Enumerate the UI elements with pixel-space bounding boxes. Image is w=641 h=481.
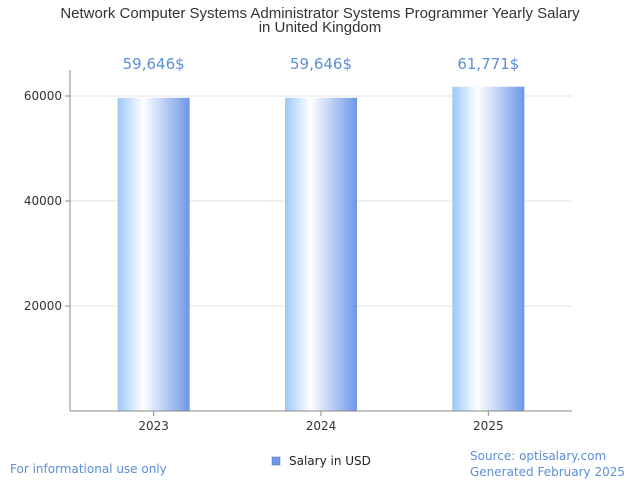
x-tick-labels: 2023 2024 2025 xyxy=(138,411,504,433)
y-tick-labels: 20000 40000 60000 xyxy=(24,89,70,313)
legend-label: Salary in USD xyxy=(289,454,371,468)
bar-2023 xyxy=(117,97,190,412)
x-tick-label-2025: 2025 xyxy=(473,419,504,433)
source-block: Source: optisalary.com Generated Februar… xyxy=(470,448,625,480)
legend: Salary in USD xyxy=(271,454,371,468)
chart-title-line-2: in United Kingdom xyxy=(259,19,382,36)
data-labels: 59,646$ 59,646$ 61,771$ xyxy=(123,55,520,73)
y-tick-label: 60000 xyxy=(24,89,62,103)
x-tick-label-2024: 2024 xyxy=(306,419,337,433)
x-tick-label-2023: 2023 xyxy=(138,419,169,433)
data-label-2023: 59,646$ xyxy=(123,55,185,73)
legend-swatch xyxy=(271,456,281,466)
generated-date: Generated February 2025 xyxy=(470,465,626,479)
chart-title-line-1: Network Computer Systems Administrator S… xyxy=(60,5,580,22)
bars xyxy=(117,86,525,412)
y-tick-label: 20000 xyxy=(24,299,62,313)
data-label-2024: 59,646$ xyxy=(290,55,352,73)
bar-2024 xyxy=(285,97,357,412)
y-tick-label: 40000 xyxy=(24,194,62,208)
source-link[interactable]: Source: optisalary.com xyxy=(470,449,607,463)
disclaimer-text: For informational use only xyxy=(10,462,167,476)
bar-2025 xyxy=(452,86,525,412)
data-label-2025: 61,771$ xyxy=(457,55,519,73)
